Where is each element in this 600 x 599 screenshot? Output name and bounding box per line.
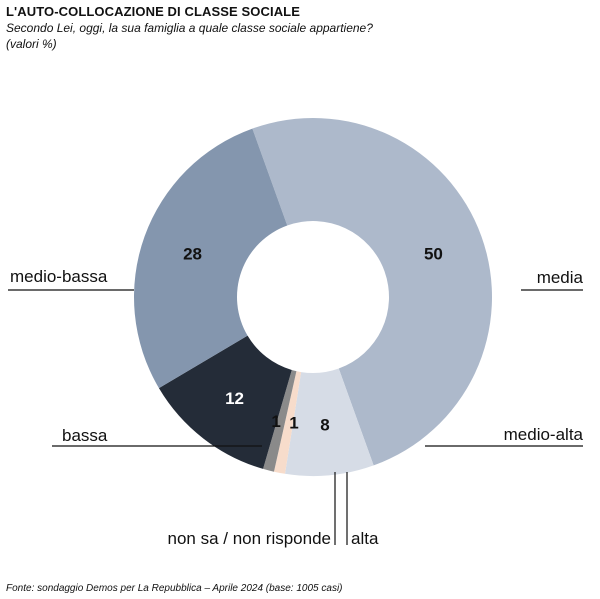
slice-bassa: [158, 335, 292, 469]
source-note: Fonte: sondaggio Demos per La Repubblica…: [6, 583, 343, 594]
value-label-medio-alta: 8: [320, 415, 329, 434]
chart-subtitle: Secondo Lei, oggi, la sua famiglia a qua…: [6, 21, 373, 35]
slice-alta: [273, 371, 302, 474]
category-label-media: media: [537, 268, 584, 287]
chart-title: L'AUTO-COLLOCAZIONE DI CLASSE SOCIALE: [6, 4, 300, 19]
category-label-medio-alta: medio-alta: [504, 425, 584, 444]
slice-medio-alta: [284, 368, 374, 476]
slice-medio-bassa: [133, 128, 288, 389]
slice-non-sa-non-risponde: [263, 369, 297, 472]
value-labels: 50 8 11 12 28: [183, 245, 443, 435]
value-label-bassa: 12: [225, 389, 244, 408]
value-label-alta: 1: [289, 414, 298, 433]
unit-note: (valori %): [6, 37, 57, 51]
value-label-non-sa-non-risponde: 1: [271, 412, 280, 431]
slice-media: [252, 118, 492, 466]
category-label-medio-bassa: medio-bassa: [10, 267, 108, 286]
leader-lines: [8, 289, 583, 545]
donut-slices: [133, 118, 492, 476]
category-label-alta: alta: [351, 529, 379, 548]
category-label-bassa: bassa: [62, 426, 108, 445]
category-label-non-sa-non-risponde: non sa / non risponde: [167, 529, 331, 548]
category-labels: media medio-alta alta non sa / non risponde…: [10, 267, 584, 548]
value-label-media: 50: [424, 245, 443, 264]
value-label-medio-bassa: 28: [183, 245, 202, 264]
